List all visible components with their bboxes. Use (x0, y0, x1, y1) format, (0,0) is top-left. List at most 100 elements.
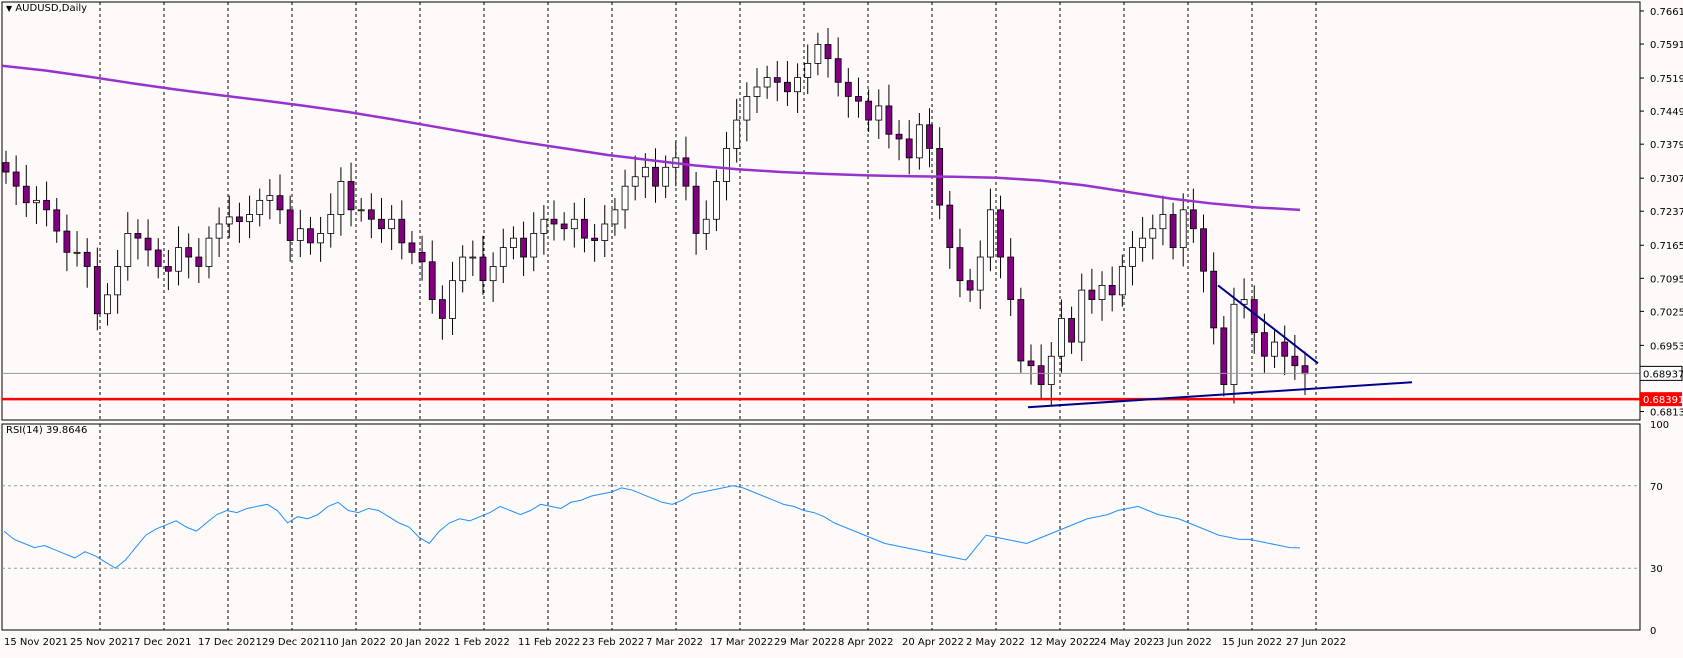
bull-candle (611, 209, 619, 225)
bear-candle (438, 299, 446, 319)
x-tick-label: 10 Jan 2022 (326, 637, 386, 648)
bull-candle (570, 218, 578, 230)
bear-candle (276, 195, 284, 211)
bear-candle (855, 96, 862, 102)
current-price-label: 0.68937 (1643, 369, 1683, 380)
bear-candle (1007, 256, 1015, 300)
bear-candle (1291, 355, 1299, 367)
bull-candle (1078, 289, 1086, 343)
bear-candle (1301, 365, 1309, 375)
bull-candle (1149, 228, 1157, 239)
bear-candle (347, 181, 355, 211)
bear-candle (692, 185, 700, 234)
bear-candle (185, 247, 193, 258)
bear-candle (784, 81, 791, 93)
bear-candle (398, 218, 406, 244)
support-price-label: 0.68391 (1643, 395, 1683, 406)
bear-candle (905, 138, 913, 159)
bull-candle (875, 105, 883, 121)
bull-candle (814, 44, 822, 64)
dropdown-triangle-icon[interactable]: ▼ (6, 4, 13, 13)
bear-candle (834, 58, 842, 83)
bull-candle (540, 218, 548, 234)
bull-candle (296, 228, 304, 241)
bull-candle (986, 209, 994, 258)
bear-candle (428, 261, 436, 300)
x-tick-label: 15 Jun 2022 (1222, 637, 1282, 648)
bear-candle (1281, 341, 1289, 357)
rsi-y-tick-label: 70 (1650, 482, 1663, 493)
bull-candle (723, 148, 730, 182)
rsi-y-tick-label: 0 (1650, 626, 1656, 637)
bear-candle (2, 162, 10, 173)
bull-candle (712, 181, 720, 220)
bull-candle (104, 294, 111, 315)
bull-candle (266, 195, 274, 201)
rsi-line (3, 485, 1301, 569)
bear-candle (652, 166, 659, 187)
bull-candle (601, 223, 609, 241)
descending-trendline (1217, 284, 1319, 365)
bear-candle (418, 251, 426, 263)
bear-candle (865, 100, 873, 121)
bear-candle (53, 209, 61, 232)
bear-candle (83, 251, 91, 267)
bull-candle (175, 247, 182, 272)
bull-candle (763, 77, 771, 88)
bull-candle (1047, 355, 1055, 385)
bear-candle (895, 133, 903, 140)
symbol-label-wrap: ▼ AUDUSD,Daily (6, 3, 87, 14)
x-tick-label: 20 Jan 2022 (390, 637, 450, 648)
x-tick-label: 7 Dec 2021 (134, 637, 192, 648)
bull-candle (804, 63, 812, 78)
bear-candle (307, 228, 314, 244)
bull-candle (1230, 303, 1238, 385)
x-tick-label: 7 Mar 2022 (646, 637, 703, 648)
x-tick-label: 12 May 2022 (1030, 637, 1095, 648)
bear-candle (885, 105, 893, 135)
bull-candle (794, 77, 801, 93)
bull-candle (743, 96, 751, 121)
bull-candle (1129, 247, 1136, 267)
x-tick-label: 15 Nov 2021 (4, 637, 68, 648)
bull-candle (662, 166, 670, 187)
bear-candle (144, 237, 152, 251)
bear-candle (997, 209, 1004, 258)
bear-candle (479, 256, 487, 282)
bull-candle (205, 237, 213, 267)
bear-candle (1169, 214, 1177, 249)
x-tick-label: 20 Apr 2022 (902, 637, 964, 648)
bull-candle (733, 119, 741, 149)
bear-candle (1210, 270, 1218, 329)
bear-candle (378, 218, 385, 230)
price-panel-border (1, 1, 1641, 421)
bull-candle (510, 237, 517, 249)
bear-candle (591, 237, 599, 241)
bull-candle (1098, 284, 1106, 300)
x-tick-label: 29 Mar 2022 (774, 637, 837, 648)
bear-candle (12, 171, 20, 187)
bull-candle (499, 247, 507, 267)
bear-candle (844, 81, 852, 97)
x-tick-label: 1 Feb 2022 (454, 637, 510, 648)
bear-candle (773, 77, 781, 83)
bear-candle (956, 247, 964, 282)
x-tick-label: 27 Jun 2022 (1286, 637, 1346, 648)
symbol-label: AUDUSD,Daily (15, 3, 88, 14)
bear-candle (946, 204, 954, 249)
bull-candle (246, 214, 253, 223)
bear-candle (520, 237, 527, 258)
bull-candle (489, 266, 497, 282)
bull-candle (357, 209, 365, 212)
bear-candle (581, 218, 588, 239)
bear-candle (926, 124, 933, 149)
bull-candle (1118, 266, 1126, 296)
bear-candle (1189, 209, 1197, 230)
